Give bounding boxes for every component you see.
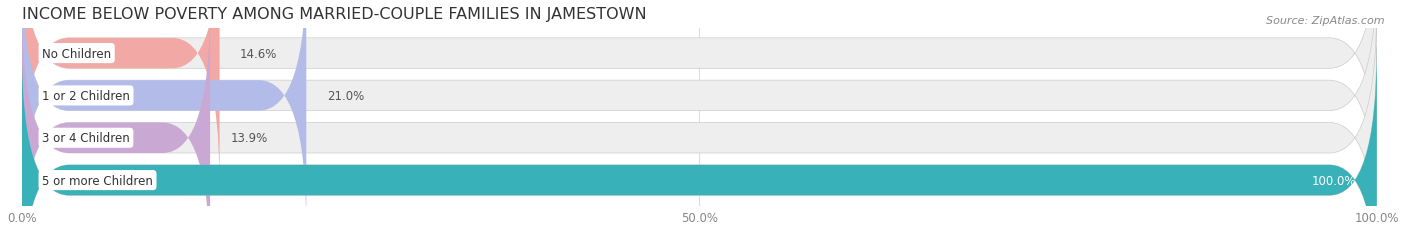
- FancyBboxPatch shape: [21, 0, 307, 228]
- Text: 13.9%: 13.9%: [231, 132, 267, 145]
- Text: 14.6%: 14.6%: [240, 47, 277, 60]
- Text: 5 or more Children: 5 or more Children: [42, 174, 153, 187]
- Text: INCOME BELOW POVERTY AMONG MARRIED-COUPLE FAMILIES IN JAMESTOWN: INCOME BELOW POVERTY AMONG MARRIED-COUPL…: [21, 7, 647, 22]
- FancyBboxPatch shape: [21, 0, 219, 186]
- Text: No Children: No Children: [42, 47, 111, 60]
- FancyBboxPatch shape: [21, 48, 1376, 231]
- FancyBboxPatch shape: [21, 6, 209, 231]
- FancyBboxPatch shape: [21, 48, 1376, 231]
- Text: Source: ZipAtlas.com: Source: ZipAtlas.com: [1267, 16, 1385, 26]
- Text: 1 or 2 Children: 1 or 2 Children: [42, 90, 129, 103]
- Text: 100.0%: 100.0%: [1312, 174, 1357, 187]
- FancyBboxPatch shape: [21, 0, 1376, 228]
- FancyBboxPatch shape: [21, 6, 1376, 231]
- Text: 3 or 4 Children: 3 or 4 Children: [42, 132, 129, 145]
- Text: 21.0%: 21.0%: [326, 90, 364, 103]
- FancyBboxPatch shape: [21, 0, 1376, 186]
